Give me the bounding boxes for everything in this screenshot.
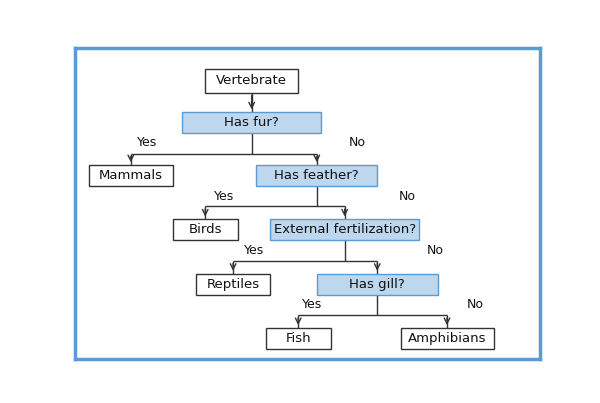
Text: Amphibians: Amphibians [408,332,486,345]
FancyBboxPatch shape [205,69,298,93]
FancyBboxPatch shape [173,219,238,241]
FancyBboxPatch shape [182,112,322,133]
Text: No: No [399,190,416,203]
Text: No: No [349,135,366,149]
Text: Yes: Yes [214,190,234,203]
FancyBboxPatch shape [270,219,419,241]
FancyBboxPatch shape [196,274,271,295]
Text: Reptiles: Reptiles [206,278,260,291]
Text: Yes: Yes [137,135,157,149]
FancyBboxPatch shape [401,328,494,349]
Text: External fertilization?: External fertilization? [274,223,416,237]
Text: Yes: Yes [244,244,264,257]
FancyBboxPatch shape [256,165,377,186]
Text: Birds: Birds [188,223,222,237]
Text: Vertebrate: Vertebrate [216,75,287,87]
Text: Has fur?: Has fur? [224,116,279,129]
Text: No: No [427,244,444,257]
Text: Has feather?: Has feather? [274,169,359,182]
FancyBboxPatch shape [89,165,173,186]
Text: Yes: Yes [302,299,322,312]
Text: Fish: Fish [286,332,311,345]
FancyBboxPatch shape [266,328,331,349]
FancyBboxPatch shape [317,274,438,295]
Text: Mammals: Mammals [99,169,163,182]
Text: Has gill?: Has gill? [349,278,405,291]
Text: No: No [466,299,484,312]
